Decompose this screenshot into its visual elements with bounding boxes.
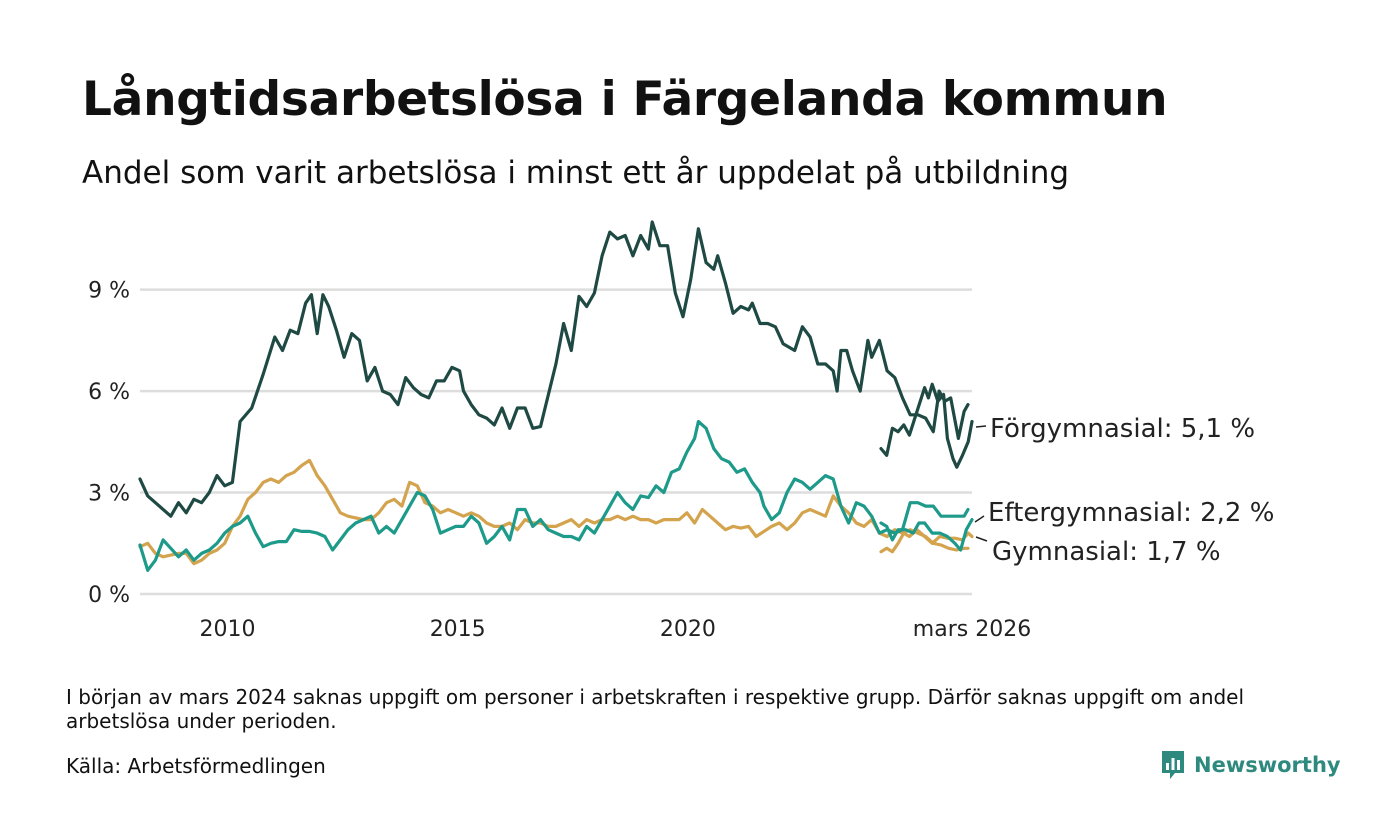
series-line-eftergymnasial[interactable] — [138, 419, 970, 572]
series-line-forgymnasial-after-gap[interactable] — [879, 382, 974, 469]
end-label-leader — [974, 515, 985, 523]
source-note: Källa: Arbetsförmedlingen — [66, 754, 326, 778]
chart-subtitle: Andel som varit arbetslösa i minst ett å… — [82, 155, 1070, 191]
x-tick-label: 2020 — [660, 617, 716, 642]
y-tick-label: 3 % — [88, 482, 130, 507]
y-axis-ticks: 0 % 3 % 6 % 9 % — [88, 279, 130, 608]
footnote: I början av mars 2024 saknas uppgift om … — [66, 685, 1245, 733]
end-label-leader — [975, 536, 988, 542]
end-label-eftergymnasial: Eftergymnasial: 2,2 % — [988, 498, 1274, 528]
y-tick-label: 6 % — [88, 380, 130, 405]
y-tick-label: 9 % — [88, 279, 130, 304]
end-label-leader — [975, 425, 987, 428]
end-label-forgymnasial: Förgymnasial: 5,1 % — [990, 414, 1255, 444]
x-tick-label: mars 2026 — [913, 617, 1031, 642]
brand-name: Newsworthy — [1194, 753, 1341, 777]
series-line-gymnasial[interactable] — [138, 458, 970, 566]
x-axis-ticks: 2010 2015 2020 mars 2026 — [199, 617, 1031, 642]
end-labels: Förgymnasial: 5,1 % Eftergymnasial: 2,2 %… — [974, 414, 1274, 567]
newsworthy-logo[interactable]: Newsworthy — [1160, 748, 1341, 782]
series-line-gymnasial-after-gap[interactable] — [879, 528, 974, 554]
line-chart: 0 % 3 % 6 % 9 % 2010 2015 2020 mars 2026 Förgy… — [88, 220, 1274, 642]
x-tick-label: 2010 — [199, 617, 255, 642]
series-lines — [138, 220, 974, 572]
x-tick-label: 2015 — [430, 617, 486, 642]
y-tick-label: 0 % — [88, 583, 130, 608]
series-line-forgymnasial[interactable] — [138, 220, 970, 518]
newsworthy-icon — [1162, 751, 1184, 779]
end-label-gymnasial: Gymnasial: 1,7 % — [992, 537, 1221, 567]
gridlines — [140, 288, 972, 596]
chart-title: Långtidsarbetslösa i Färgelanda kommun — [82, 72, 1168, 127]
series-line-eftergymnasial-after-gap[interactable] — [879, 518, 974, 552]
